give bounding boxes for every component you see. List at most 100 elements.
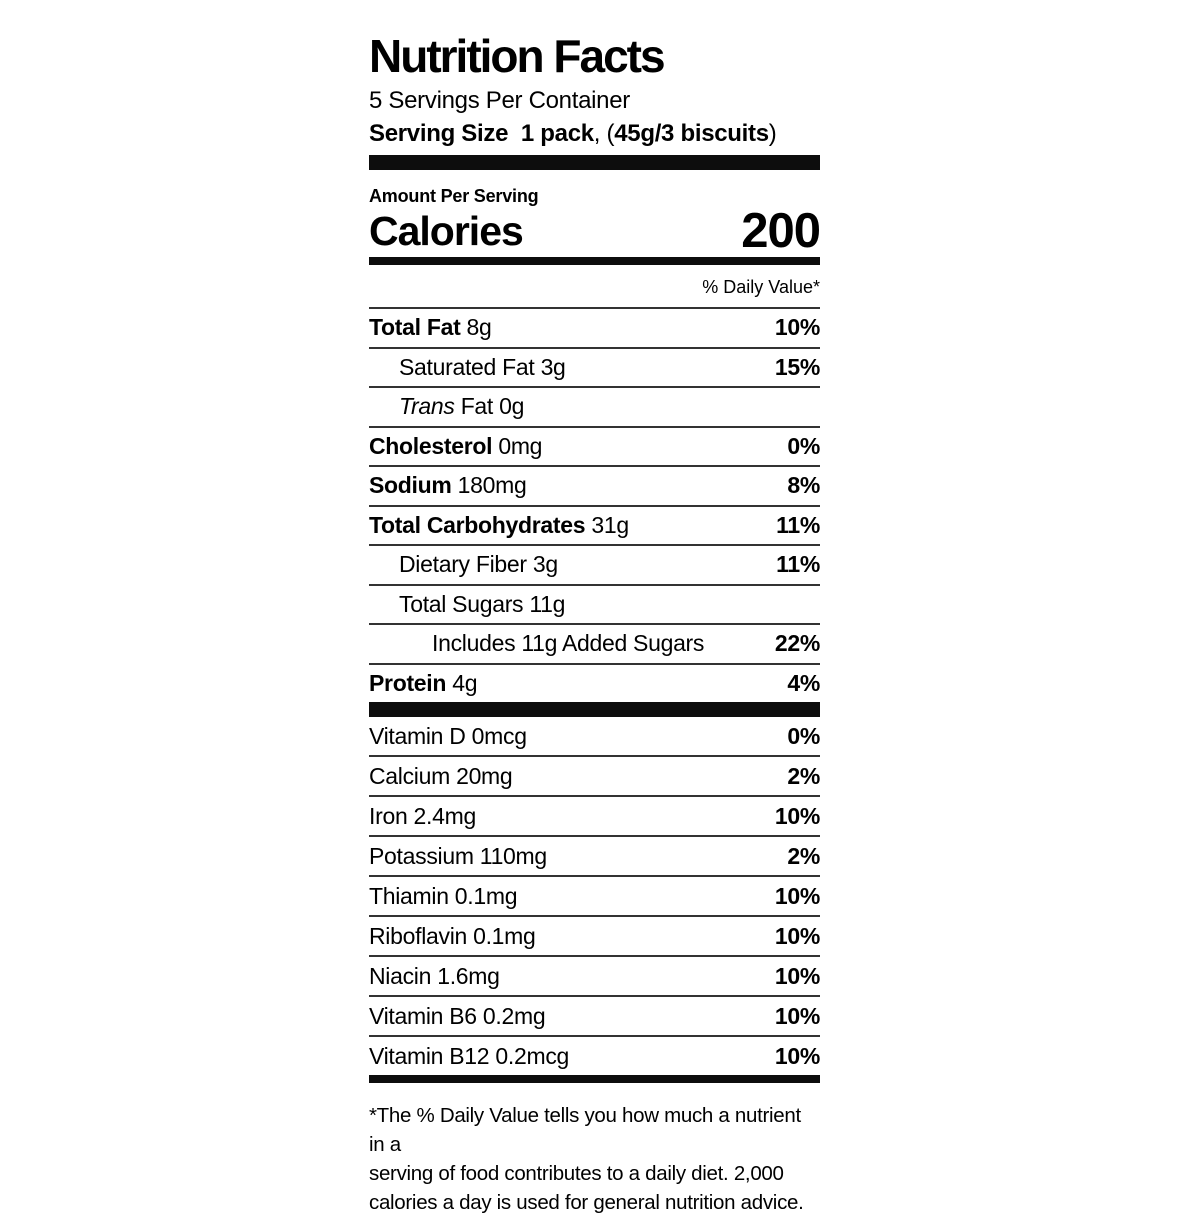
- nutrient-row: Protein 4g 4%: [369, 662, 820, 703]
- nutrient-rows-section: Total Fat 8g 10% Saturated Fat 3g 15% Tran…: [369, 307, 820, 702]
- nutrient-name-text: Fat: [460, 393, 494, 420]
- nutrient-amount: 180mg: [457, 472, 527, 499]
- separator-bar-medium-calories: [369, 257, 820, 266]
- daily-value-percent: 2%: [787, 762, 820, 789]
- nutrition-facts-label: Nutrition Facts 5 Servings Per Container…: [369, 30, 821, 1217]
- separator-bar-thick-top: [369, 155, 820, 170]
- nutrient-amount: 0mg: [498, 432, 543, 459]
- nutrient-amount: 31g: [591, 511, 629, 538]
- daily-value-percent: 10%: [774, 922, 820, 949]
- nutrient-amount: 0g: [499, 393, 525, 420]
- servings-per-container: 5 Servings Per Container: [369, 87, 630, 114]
- nutrient-amount: 20mg: [456, 762, 513, 789]
- footnote-line: serving of food contributes to a daily d…: [369, 1162, 784, 1186]
- nutrient-amount: 2.4mg: [413, 802, 477, 829]
- daily-value-percent: 22%: [774, 630, 820, 657]
- daily-value-percent: 10%: [774, 1042, 820, 1069]
- footnote-line: calories a day is used for general nutri…: [369, 1191, 804, 1215]
- separator-bar-medium-bottom: [369, 1075, 820, 1084]
- daily-value-percent: 10%: [774, 962, 820, 989]
- nutrient-name: Sodium 180mg: [369, 472, 527, 499]
- nutrient-name: Thiamin 0.1mg: [369, 882, 518, 910]
- nutrient-row: Sodium 180mg 8%: [369, 465, 820, 505]
- nutrient-row: Trans Fat 0g: [369, 386, 820, 426]
- nutrient-row: Total Sugars 11g: [369, 583, 820, 624]
- daily-value-percent: 10%: [774, 882, 820, 909]
- nutrient-name: Riboflavin 0.1mg: [369, 923, 536, 950]
- daily-value-percent: 2%: [787, 842, 820, 869]
- nutrient-amount: 0mcg: [471, 722, 527, 749]
- nutrient-amount: 0.2mg: [482, 1002, 546, 1029]
- nutrient-name-text: Total Fat: [369, 314, 461, 341]
- nutrient-name: Dietary Fiber 3g: [369, 551, 558, 578]
- serving-size-line: Serving Size 1 pack, (45g/3 biscuits): [369, 120, 820, 148]
- nutrient-name-text: Total Sugars: [399, 590, 524, 617]
- nutrient-name-text: Includes 11g Added Sugars: [432, 630, 705, 657]
- nutrient-name: Protein 4g: [369, 669, 478, 697]
- nutrient-amount: 3g: [532, 551, 558, 578]
- footnote-line: *The % Daily Value tells you how much a …: [369, 1104, 801, 1157]
- nutrient-name: Vitamin D 0mcg: [369, 723, 527, 750]
- daily-value-percent: 15%: [774, 353, 820, 380]
- nutrient-name-italic: Trans: [399, 393, 455, 420]
- daily-value-percent: 0%: [787, 722, 820, 749]
- vitamin-row: Potassium 110mg 2%: [369, 835, 820, 875]
- daily-value-header: % Daily Value*: [702, 277, 820, 298]
- nutrient-name: Saturated Fat 3g: [369, 354, 566, 381]
- vitamin-row: Thiamin 0.1mg 10%: [369, 875, 820, 915]
- serving-size-value: 1 pack: [520, 120, 594, 147]
- vitamin-row: Niacin 1.6mg 10%: [369, 955, 820, 995]
- serving-size-separator: , (: [593, 120, 615, 147]
- vitamin-row: Calcium 20mg 2%: [369, 755, 820, 795]
- nutrient-name-text: Vitamin B12: [369, 1042, 490, 1069]
- nutrient-name-text: Sodium: [369, 472, 452, 499]
- nutrient-name-text: Vitamin B6: [369, 1002, 477, 1029]
- vitamin-row: Riboflavin 0.1mg 10%: [369, 915, 820, 955]
- nutrient-amount: 0.1mg: [473, 922, 536, 949]
- calories-value: 200: [741, 204, 821, 258]
- vitamin-row: Vitamin B6 0.2mg 10%: [369, 995, 820, 1035]
- nutrient-name: Niacin 1.6mg: [369, 963, 500, 990]
- serving-size-label: Serving Size: [369, 120, 509, 147]
- vitamin-row: Vitamin B12 0.2mcg 10%: [369, 1035, 820, 1075]
- calories-label: Calories: [369, 208, 524, 255]
- nutrient-name: Cholesterol 0mg: [369, 433, 542, 460]
- nutrient-amount: 0.1mg: [454, 882, 518, 909]
- nutrient-amount: 0.2mcg: [495, 1042, 570, 1069]
- nutrient-name: Vitamin B6 0.2mg: [369, 1002, 546, 1030]
- nutrient-name: Total Sugars 11g: [369, 591, 565, 618]
- nutrient-row: Cholesterol 0mg 0%: [369, 425, 820, 466]
- nutrient-name-text: Thiamin: [369, 882, 449, 909]
- nutrient-name-text: Cholesterol: [369, 432, 493, 459]
- nutrient-name-text: Saturated Fat: [399, 353, 535, 380]
- label-title: Nutrition Facts: [369, 30, 666, 82]
- daily-value-percent: 10%: [774, 1002, 820, 1029]
- daily-value-percent: 8%: [787, 472, 820, 499]
- nutrient-name-text: Dietary Fiber: [399, 551, 527, 578]
- nutrient-name: Calcium 20mg: [369, 762, 513, 790]
- nutrient-name-text: Iron: [369, 802, 408, 829]
- nutrient-name: Total Carbohydrates 31g: [369, 512, 629, 539]
- nutrient-name-text: Riboflavin: [369, 922, 467, 949]
- nutrient-name: Potassium 110mg: [369, 843, 547, 870]
- nutrient-amount: 8g: [466, 314, 492, 341]
- nutrient-name-text: Total Carbohydrates: [369, 511, 586, 538]
- nutrient-name: Vitamin B12 0.2mcg: [369, 1043, 569, 1070]
- vitamin-rows-section: Vitamin D 0mcg 0% Calcium 20mg 2% Iron 2.4…: [369, 717, 820, 1075]
- serving-size-detail: 45g/3 biscuits: [614, 120, 769, 147]
- daily-value-percent: 11%: [776, 511, 820, 538]
- nutrient-name-text: Vitamin D: [369, 722, 466, 749]
- serving-size-close-paren: ): [768, 120, 777, 147]
- nutrient-row: Total Carbohydrates 31g 11%: [369, 504, 820, 545]
- nutrient-name-text: Protein: [369, 669, 447, 696]
- daily-value-percent: 10%: [774, 802, 820, 829]
- calories-row: Calories 200: [369, 204, 821, 258]
- daily-value-percent: 11%: [776, 551, 820, 578]
- nutrient-name: Iron 2.4mg: [369, 803, 476, 830]
- nutrient-name-text: Potassium: [369, 842, 474, 869]
- daily-value-percent: 0%: [787, 432, 820, 459]
- nutrient-amount: 11g: [529, 590, 566, 617]
- nutrient-row: Dietary Fiber 3g 11%: [369, 544, 820, 584]
- nutrient-amount: 3g: [540, 353, 566, 380]
- nutrient-name: Total Fat 8g: [369, 314, 492, 341]
